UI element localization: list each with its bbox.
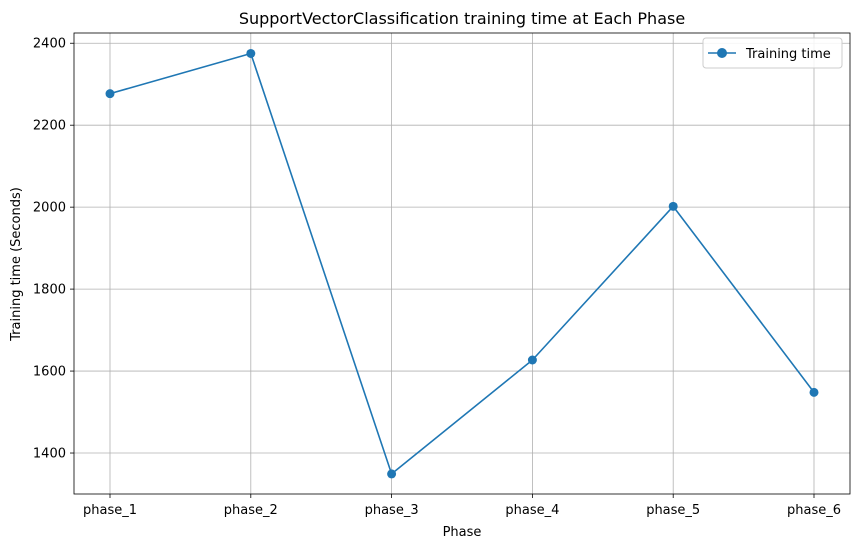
y-tick-label: 1800 bbox=[33, 283, 66, 298]
y-tick-label: 1600 bbox=[33, 365, 66, 380]
data-point bbox=[246, 48, 256, 58]
y-tick-label: 2200 bbox=[33, 119, 66, 134]
data-point bbox=[809, 387, 819, 397]
legend: Training time bbox=[702, 37, 843, 69]
grid-layer bbox=[74, 33, 850, 494]
data-point bbox=[668, 201, 678, 211]
y-axis-label: Training time (Seconds) bbox=[9, 187, 24, 342]
x-tick-label: phase_2 bbox=[224, 503, 278, 518]
y-tick-label: 2000 bbox=[33, 201, 66, 216]
series-line bbox=[109, 52, 815, 475]
x-tick-label: phase_1 bbox=[83, 503, 137, 518]
series-layer bbox=[105, 48, 819, 479]
legend-box bbox=[702, 37, 843, 69]
tick-layer: phase_1 phase_2 phase_3 phase_4 phase_5 phase… bbox=[33, 37, 841, 518]
legend-marker bbox=[717, 48, 727, 58]
x-tick-label: phase_4 bbox=[505, 503, 559, 518]
legend-label: Training time bbox=[745, 47, 831, 62]
x-tick-label: phase_6 bbox=[787, 503, 841, 518]
x-tick-label: phase_3 bbox=[365, 503, 419, 518]
y-tick-label: 2400 bbox=[33, 37, 66, 52]
y-tick-label: 1400 bbox=[33, 447, 66, 462]
x-tick-label: phase_5 bbox=[646, 503, 700, 518]
data-point bbox=[105, 89, 115, 99]
x-axis-label: Phase bbox=[443, 525, 482, 540]
data-point bbox=[527, 355, 537, 365]
plot-frame bbox=[73, 32, 851, 495]
chart-title: SupportVectorClassification training tim… bbox=[239, 9, 685, 28]
data-point bbox=[387, 469, 397, 479]
axes-layer bbox=[73, 32, 851, 495]
